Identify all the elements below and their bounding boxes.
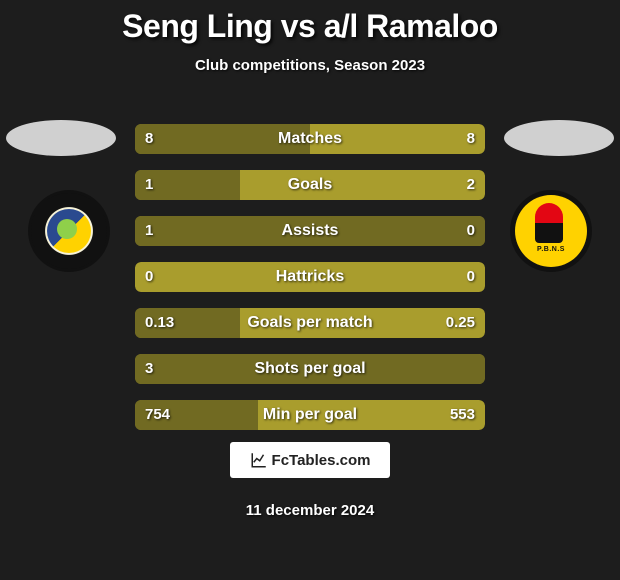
- club-badge-right: [510, 190, 592, 272]
- stat-row: 10Assists: [135, 216, 485, 246]
- comparison-subtitle: Club competitions, Season 2023: [0, 57, 620, 74]
- stat-row: 0.130.25Goals per match: [135, 308, 485, 338]
- stat-label: Shots per goal: [135, 354, 485, 384]
- club-badge-right-inner: [515, 195, 587, 267]
- club-badge-left-inner: [47, 209, 91, 253]
- stat-label: Goals per match: [135, 308, 485, 338]
- stat-label: Goals: [135, 170, 485, 200]
- stat-row: 3Shots per goal: [135, 354, 485, 384]
- club-badge-left: [28, 190, 110, 272]
- chart-icon: [250, 451, 268, 469]
- stat-label: Hattricks: [135, 262, 485, 292]
- stats-bars: 88Matches 12Goals 10Assists 00Hattricks 0.13…: [135, 124, 485, 446]
- watermark-text: FcTables.com: [272, 452, 371, 469]
- shadow-ellipse-left: [6, 120, 116, 156]
- comparison-title: Seng Ling vs a/l Ramaloo: [0, 0, 620, 45]
- stat-row: 00Hattricks: [135, 262, 485, 292]
- fctables-watermark: FcTables.com: [230, 442, 390, 478]
- stat-row: 754553Min per goal: [135, 400, 485, 430]
- stat-row: 88Matches: [135, 124, 485, 154]
- stat-label: Assists: [135, 216, 485, 246]
- stat-label: Min per goal: [135, 400, 485, 430]
- shadow-ellipse-right: [504, 120, 614, 156]
- stat-row: 12Goals: [135, 170, 485, 200]
- stat-label: Matches: [135, 124, 485, 154]
- comparison-date: 11 december 2024: [0, 502, 620, 519]
